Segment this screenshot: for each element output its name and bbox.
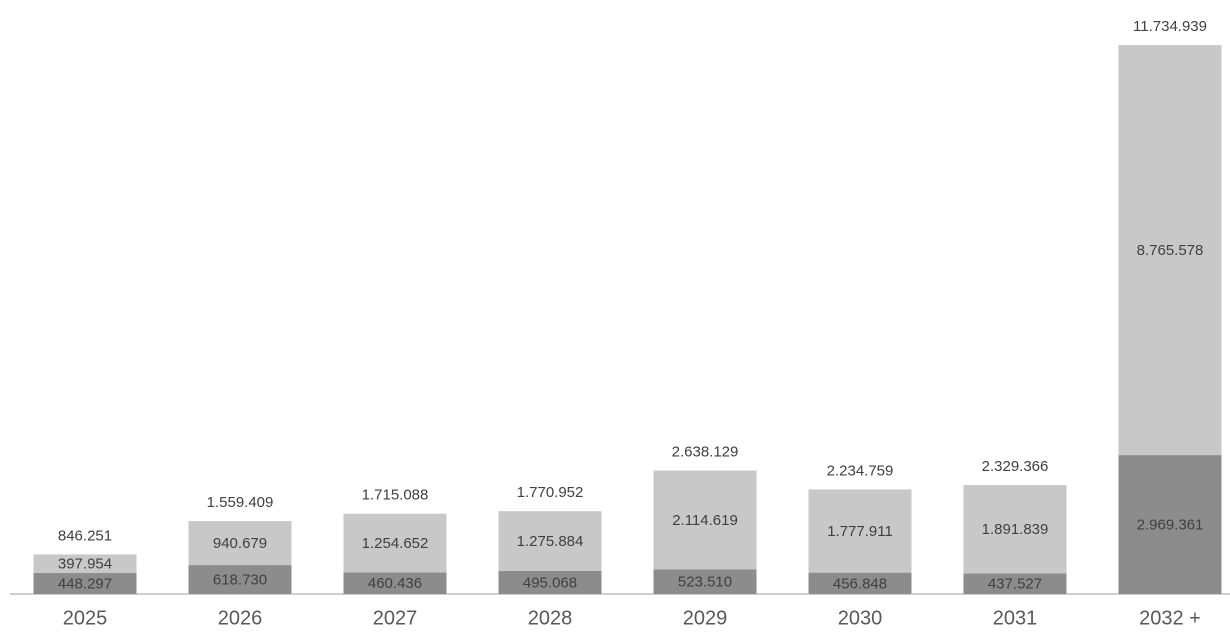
value-label: 618.730 <box>213 571 267 588</box>
value-label: 523.510 <box>678 574 732 591</box>
bar-segment <box>963 573 1067 594</box>
bar-segment <box>343 572 447 594</box>
bar-segment <box>963 485 1067 574</box>
x-tick-label: 2032 + <box>1139 607 1201 629</box>
value-label: 8.765.578 <box>1137 242 1204 259</box>
bar-segment <box>188 565 292 594</box>
value-label: 940.679 <box>213 535 267 552</box>
value-label: 397.954 <box>58 556 112 573</box>
total-label: 1.770.952 <box>517 484 584 501</box>
x-tick-label: 2026 <box>218 607 263 629</box>
value-label: 456.848 <box>833 575 887 592</box>
total-label: 1.559.409 <box>207 494 274 511</box>
bar-segment <box>343 513 447 573</box>
value-label: 437.527 <box>988 576 1042 593</box>
x-tick-label: 2027 <box>373 607 418 629</box>
bar-segment <box>1118 455 1222 594</box>
total-label: 846.251 <box>58 527 112 544</box>
value-label: 1.275.884 <box>517 533 584 550</box>
total-label: 1.715.088 <box>362 487 429 504</box>
bar-segment <box>188 521 292 566</box>
bar-segment <box>653 569 757 594</box>
x-tick-label: 2028 <box>528 607 573 629</box>
value-label: 495.068 <box>523 574 577 591</box>
value-label: 448.297 <box>58 575 112 592</box>
bar-segment <box>33 573 137 594</box>
value-label: 2.114.619 <box>672 512 738 529</box>
total-label: 2.234.759 <box>827 462 894 479</box>
value-label: 1.777.911 <box>827 523 893 540</box>
value-label: 1.254.652 <box>362 535 429 552</box>
value-label: 1.891.839 <box>982 521 1049 538</box>
x-tick-label: 2025 <box>63 607 108 629</box>
total-label: 11.734.939 <box>1133 18 1207 35</box>
total-label: 2.638.129 <box>672 444 739 461</box>
bar-segment <box>498 511 602 571</box>
bar-segment <box>1118 45 1222 456</box>
bar-segment <box>653 470 757 570</box>
bar-segment <box>808 572 912 594</box>
bar-segment <box>808 489 912 573</box>
x-tick-label: 2030 <box>838 607 883 629</box>
bar-segment <box>498 570 602 594</box>
total-label: 2.329.366 <box>982 458 1049 475</box>
x-tick-label: 2029 <box>683 607 728 629</box>
value-label: 2.969.361 <box>1137 517 1204 534</box>
x-tick-label: 2031 <box>993 607 1038 629</box>
bar-segment <box>33 554 137 574</box>
value-label: 460.436 <box>368 575 422 592</box>
